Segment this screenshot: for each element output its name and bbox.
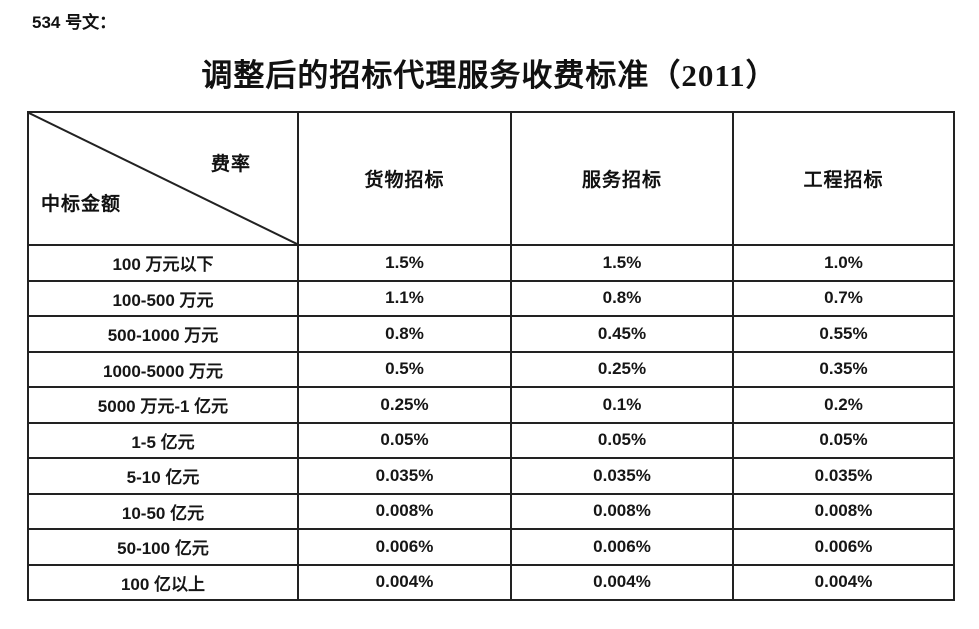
goods-rate-cell: 0.05% [297, 421, 512, 459]
column-header-goods: 货物招标 [297, 111, 512, 246]
corner-rate-label: 费率 [210, 154, 251, 175]
amount-cell: 100-500 万元 [27, 279, 299, 317]
engineering-rate-cell: 0.7% [732, 279, 955, 317]
table-row: 5-10 亿元 0.035% 0.035% 0.035% [27, 457, 955, 495]
service-rate-cell: 0.45% [510, 315, 734, 353]
goods-rate-cell: 1.5% [297, 244, 512, 282]
service-rate-cell: 0.05% [510, 421, 734, 459]
service-rate-cell: 0.1% [510, 386, 734, 424]
goods-rate-cell: 0.006% [297, 528, 512, 566]
engineering-rate-cell: 0.2% [732, 386, 955, 424]
table-row: 5000 万元-1 亿元 0.25% 0.1% 0.2% [27, 386, 955, 424]
diagonal-line [29, 113, 297, 244]
amount-cell: 1000-5000 万元 [27, 350, 299, 388]
amount-cell: 500-1000 万元 [27, 315, 299, 353]
service-rate-cell: 1.5% [510, 244, 734, 282]
service-rate-cell: 0.008% [510, 492, 734, 530]
engineering-rate-cell: 0.05% [732, 421, 955, 459]
amount-cell: 50-100 亿元 [27, 528, 299, 566]
table-row: 100 万元以下 1.5% 1.5% 1.0% [27, 244, 955, 282]
engineering-rate-cell: 0.006% [732, 528, 955, 566]
goods-rate-cell: 0.8% [297, 315, 512, 353]
service-rate-cell: 0.004% [510, 563, 734, 601]
goods-rate-cell: 0.035% [297, 457, 512, 495]
table-row: 1-5 亿元 0.05% 0.05% 0.05% [27, 421, 955, 459]
amount-cell: 100 亿以上 [27, 563, 299, 601]
goods-rate-cell: 0.25% [297, 386, 512, 424]
goods-rate-cell: 0.5% [297, 350, 512, 388]
table-row: 100-500 万元 1.1% 0.8% 0.7% [27, 279, 955, 317]
column-header-engineering: 工程招标 [732, 111, 955, 246]
engineering-rate-cell: 1.0% [732, 244, 955, 282]
diagonal-corner-cell: 费率 中标金额 [27, 111, 299, 246]
table-row: 1000-5000 万元 0.5% 0.25% 0.35% [27, 350, 955, 388]
goods-rate-cell: 1.1% [297, 279, 512, 317]
fee-standard-table: 费率 中标金额 货物招标 服务招标 工程招标 100 万元以下 1.5% 1.5… [27, 111, 955, 601]
engineering-rate-cell: 0.035% [732, 457, 955, 495]
table-row: 10-50 亿元 0.008% 0.008% 0.008% [27, 492, 955, 530]
page-title: 调整后的招标代理服务收费标准（2011） [201, 58, 778, 93]
service-rate-cell: 0.25% [510, 350, 734, 388]
goods-rate-cell: 0.008% [297, 492, 512, 530]
table-row: 500-1000 万元 0.8% 0.45% 0.55% [27, 315, 955, 353]
engineering-rate-cell: 0.004% [732, 563, 955, 601]
goods-rate-cell: 0.004% [297, 563, 512, 601]
document-number-label: 534 号文： [32, 13, 117, 32]
service-rate-cell: 0.006% [510, 528, 734, 566]
table-row: 100 亿以上 0.004% 0.004% 0.004% [27, 563, 955, 601]
amount-cell: 1-5 亿元 [27, 421, 299, 459]
engineering-rate-cell: 0.35% [732, 350, 955, 388]
corner-amount-label: 中标金额 [41, 194, 122, 215]
engineering-rate-cell: 0.55% [732, 315, 955, 353]
amount-cell: 5000 万元-1 亿元 [27, 386, 299, 424]
service-rate-cell: 0.035% [510, 457, 734, 495]
table-row: 50-100 亿元 0.006% 0.006% 0.006% [27, 528, 955, 566]
amount-cell: 10-50 亿元 [27, 492, 299, 530]
amount-cell: 5-10 亿元 [27, 457, 299, 495]
engineering-rate-cell: 0.008% [732, 492, 955, 530]
column-header-service: 服务招标 [510, 111, 734, 246]
amount-cell: 100 万元以下 [27, 244, 299, 282]
service-rate-cell: 0.8% [510, 279, 734, 317]
table-header-row: 费率 中标金额 货物招标 服务招标 工程招标 [27, 111, 955, 246]
